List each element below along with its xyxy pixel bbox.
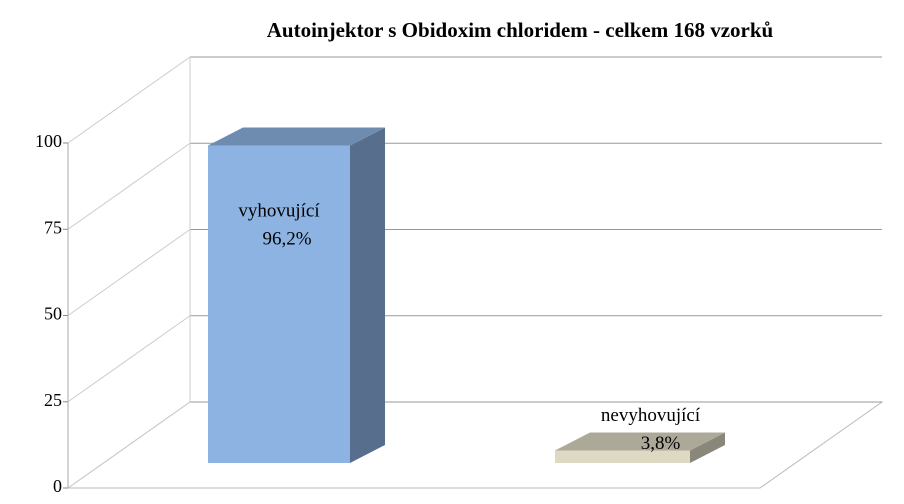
- bar: [555, 450, 690, 463]
- data-label: 3,8%: [641, 433, 681, 454]
- data-label: vyhovující: [238, 200, 320, 221]
- y-tick-label: 25: [44, 390, 62, 410]
- data-label: nevyhovující: [601, 405, 701, 426]
- y-tick-label: 50: [44, 304, 62, 324]
- grid-line: [67, 56, 191, 144]
- bar-side: [690, 432, 725, 463]
- y-tick-label: 100: [35, 131, 62, 151]
- bar-side: [350, 127, 385, 463]
- grid-line: [67, 142, 191, 230]
- data-label: 96,2%: [262, 228, 311, 249]
- bar-top: [208, 127, 385, 146]
- grid-line: [67, 229, 191, 316]
- chart-title: Autoinjektor s Obidoxim chloridem - celk…: [267, 18, 774, 42]
- grid-line: [67, 315, 191, 403]
- bar-top: [555, 432, 725, 451]
- floor: [67, 401, 884, 489]
- bar: [208, 145, 350, 464]
- grid-line: [67, 401, 191, 489]
- y-tick-label: 75: [44, 217, 62, 237]
- y-tick-label: 0: [53, 476, 62, 496]
